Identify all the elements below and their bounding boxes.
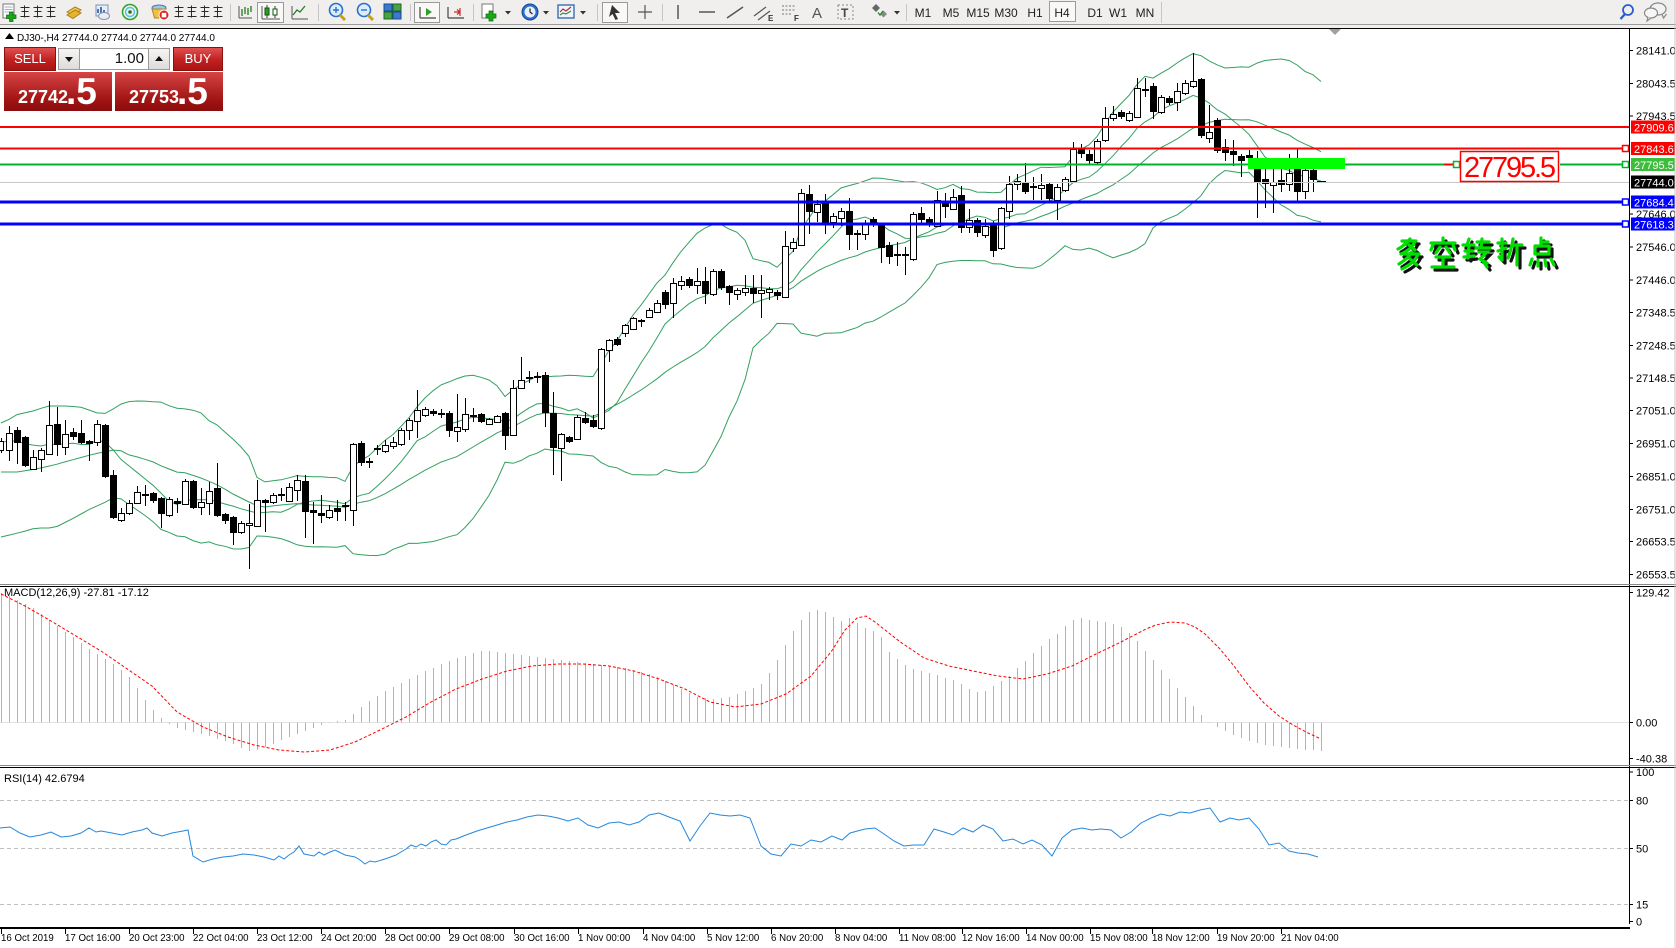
- svg-text:F: F: [794, 14, 799, 23]
- svg-text:0: 0: [1636, 917, 1642, 929]
- svg-text:D1: D1: [1087, 6, 1103, 20]
- svg-text:MACD(12,26,9) -27.81 -17.12: MACD(12,26,9) -27.81 -17.12: [4, 587, 149, 599]
- svg-text:-40.38: -40.38: [1636, 754, 1667, 766]
- svg-text:M5: M5: [943, 6, 960, 20]
- svg-text:0.00: 0.00: [1636, 718, 1657, 730]
- svg-text:H4: H4: [1054, 6, 1070, 20]
- svg-text:16 Oct 2019: 16 Oct 2019: [1, 933, 54, 944]
- svg-text:5 Nov 12:00: 5 Nov 12:00: [707, 933, 760, 944]
- svg-text:27843.6: 27843.6: [1634, 144, 1674, 156]
- svg-text:4 Nov 04:00: 4 Nov 04:00: [643, 933, 696, 944]
- svg-text:14 Nov 00:00: 14 Nov 00:00: [1026, 933, 1084, 944]
- svg-text:100: 100: [1636, 767, 1654, 779]
- svg-text:26851.0: 26851.0: [1636, 472, 1676, 484]
- svg-text:27795.5: 27795.5: [1634, 160, 1674, 172]
- svg-text:8 Nov 04:00: 8 Nov 04:00: [835, 933, 888, 944]
- svg-text:15: 15: [1636, 900, 1648, 912]
- svg-text:E: E: [768, 14, 774, 23]
- svg-text:27546.0: 27546.0: [1636, 242, 1676, 254]
- svg-text:26951.0: 26951.0: [1636, 439, 1676, 451]
- svg-text:30 Oct 16:00: 30 Oct 16:00: [514, 933, 570, 944]
- svg-text:20 Oct 23:00: 20 Oct 23:00: [129, 933, 185, 944]
- svg-text:28 Oct 00:00: 28 Oct 00:00: [385, 933, 441, 944]
- svg-text:1 Nov 00:00: 1 Nov 00:00: [578, 933, 631, 944]
- svg-text:28043.5: 28043.5: [1636, 79, 1676, 91]
- svg-text:11 Nov 08:00: 11 Nov 08:00: [899, 933, 957, 944]
- svg-text:27943.5: 27943.5: [1636, 111, 1676, 123]
- svg-text:22 Oct 04:00: 22 Oct 04:00: [193, 933, 249, 944]
- svg-text:T: T: [841, 6, 849, 20]
- svg-text:18 Nov 12:00: 18 Nov 12:00: [1152, 933, 1210, 944]
- svg-text:27684.4: 27684.4: [1634, 198, 1674, 210]
- svg-text:MN: MN: [1136, 6, 1155, 20]
- svg-text:26751.0: 26751.0: [1636, 505, 1676, 517]
- svg-text:129.42: 129.42: [1636, 588, 1670, 600]
- svg-text:6 Nov 20:00: 6 Nov 20:00: [771, 933, 824, 944]
- svg-text:DJ30-,H4 27744.0 27744.0 2774: DJ30-,H4 27744.0 27744.0 27744.0 27744.0: [17, 33, 215, 44]
- svg-text:80: 80: [1636, 796, 1648, 808]
- svg-text:26653.5: 26653.5: [1636, 537, 1676, 549]
- svg-text:50: 50: [1636, 844, 1648, 856]
- svg-text:H1: H1: [1027, 6, 1043, 20]
- svg-text:W1: W1: [1109, 6, 1127, 20]
- svg-text:21 Nov 04:00: 21 Nov 04:00: [1281, 933, 1339, 944]
- svg-text:29 Oct 08:00: 29 Oct 08:00: [449, 933, 505, 944]
- svg-text:27446.0: 27446.0: [1636, 275, 1676, 287]
- svg-text:27348.5: 27348.5: [1636, 308, 1676, 320]
- svg-text:26553.5: 26553.5: [1636, 570, 1676, 582]
- svg-text:27744.0: 27744.0: [1634, 178, 1674, 190]
- svg-text:A: A: [812, 5, 822, 22]
- svg-text:27795.5: 27795.5: [1464, 152, 1556, 184]
- svg-text:15 Nov 08:00: 15 Nov 08:00: [1090, 933, 1148, 944]
- svg-text:M1: M1: [915, 6, 932, 20]
- svg-text:17 Oct 16:00: 17 Oct 16:00: [65, 933, 121, 944]
- svg-text:19 Nov 20:00: 19 Nov 20:00: [1217, 933, 1275, 944]
- svg-text:M15: M15: [966, 6, 990, 20]
- svg-text:24 Oct 20:00: 24 Oct 20:00: [321, 933, 377, 944]
- svg-text:27148.5: 27148.5: [1636, 373, 1676, 385]
- svg-text:27248.5: 27248.5: [1636, 341, 1676, 353]
- svg-text:12 Nov 16:00: 12 Nov 16:00: [962, 933, 1020, 944]
- svg-text:27618.3: 27618.3: [1634, 220, 1674, 232]
- svg-text:23 Oct 12:00: 23 Oct 12:00: [257, 933, 313, 944]
- svg-text:27909.6: 27909.6: [1634, 123, 1674, 135]
- svg-text:RSI(14) 42.6794: RSI(14) 42.6794: [4, 773, 85, 785]
- svg-text:28141.0: 28141.0: [1636, 46, 1676, 58]
- svg-text:M30: M30: [994, 6, 1018, 20]
- svg-text:27051.0: 27051.0: [1636, 406, 1676, 418]
